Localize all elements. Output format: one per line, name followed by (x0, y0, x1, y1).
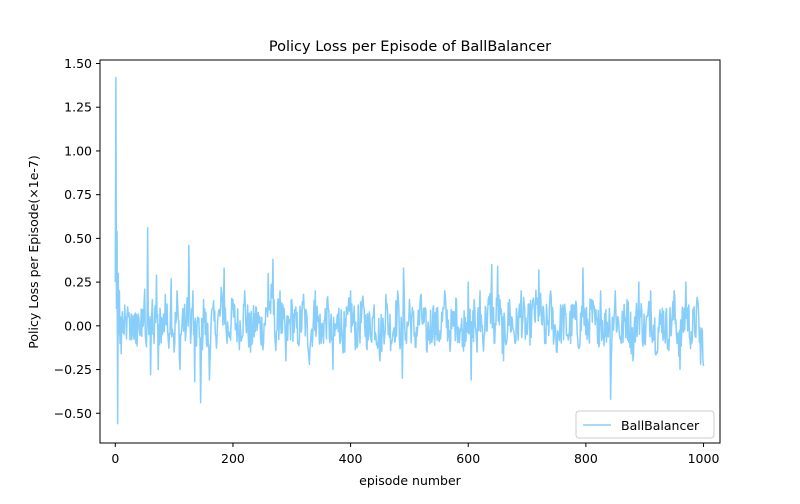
y-axis: −0.50 −0.25 0.00 0.25 0.50 0.75 1.00 1.25 1.50 (54, 56, 100, 421)
x-axis: 0 200 400 600 800 1000 (111, 443, 719, 466)
plot-area (100, 60, 720, 443)
plot-frame (99, 59, 721, 444)
legend: BallBalancer (575, 410, 715, 439)
x-tick-label: 600 (456, 451, 480, 466)
y-axis-label: Policy Loss per Episode(×1e-7) (26, 155, 41, 348)
x-tick-label: 200 (221, 451, 245, 466)
chart-title: Policy Loss per Episode of BallBalancer (269, 39, 551, 55)
legend-box (575, 410, 715, 439)
series-line-ballbalancer (114, 76, 705, 425)
x-tick-label: 0 (111, 451, 119, 466)
y-tick-label: 0.75 (64, 187, 92, 202)
y-tick-label: 0.25 (64, 275, 92, 290)
y-tick-label: 0.00 (64, 318, 92, 333)
x-axis-label: episode number (359, 473, 462, 488)
series-layer (114, 76, 705, 425)
y-tick-label: 1.50 (64, 56, 92, 71)
x-tick-label: 1000 (688, 451, 720, 466)
y-tick-label: −0.50 (54, 406, 92, 421)
y-tick-label: 1.00 (64, 143, 92, 158)
y-tick-label: −0.25 (54, 362, 92, 377)
x-tick-label: 800 (574, 451, 598, 466)
x-tick-label: 400 (339, 451, 363, 466)
legend-label-ballbalancer: BallBalancer (621, 418, 700, 433)
y-tick-label: 1.25 (64, 100, 92, 115)
y-tick-label: 0.50 (64, 231, 92, 246)
